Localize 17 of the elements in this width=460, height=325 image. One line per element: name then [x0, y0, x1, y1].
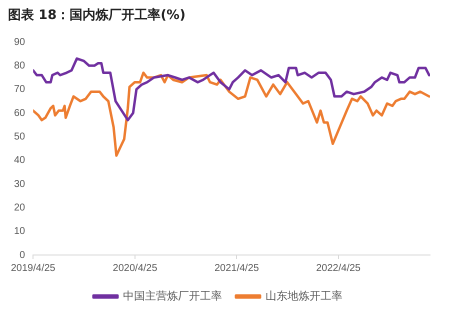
y-tick-label: 70: [14, 84, 26, 96]
x-tick-label: 2020/4/25: [112, 262, 158, 274]
x-tick-label: 2019/4/25: [10, 262, 56, 274]
y-tick-label: 60: [14, 108, 26, 119]
y-tick-label: 50: [14, 131, 26, 142]
y-tick-label: 0: [20, 250, 26, 261]
x-tick-label: 2021/4/25: [214, 262, 260, 274]
chart-title: 图表 18：国内炼厂开工率(%): [8, 6, 186, 24]
y-tick-label: 80: [14, 60, 26, 72]
legend-label: 山东地炼开工率: [266, 289, 342, 302]
y-tick-label: 40: [14, 155, 26, 166]
y-tick-label: 20: [14, 202, 26, 214]
y-tick-label: 30: [14, 178, 26, 190]
x-tick-label: 2022/4/25: [316, 262, 362, 274]
y-tick-label: 10: [14, 226, 26, 238]
y-tick-label: 90: [14, 36, 26, 48]
legend-label: 中国主营炼厂开工率: [123, 289, 222, 302]
